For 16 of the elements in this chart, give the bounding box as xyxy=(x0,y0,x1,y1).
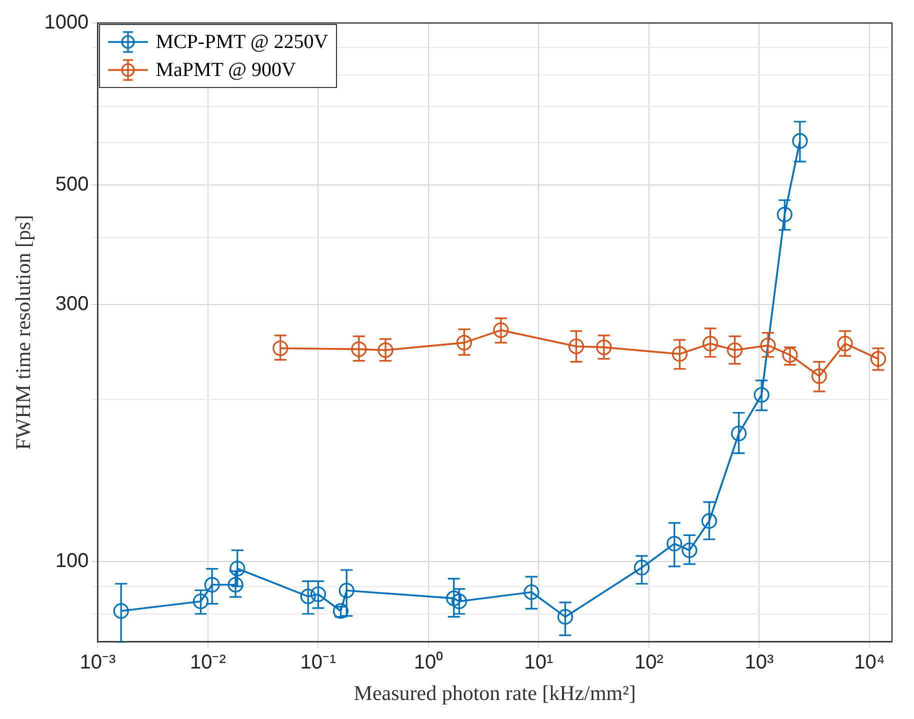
x-tick-label: 10² xyxy=(634,651,664,674)
y-tick-label: 100 xyxy=(55,550,89,572)
x-tick-label: 10⁻³ xyxy=(80,651,116,674)
x-tick-label: 10³ xyxy=(744,651,774,674)
y-tick-label: 300 xyxy=(55,293,89,316)
x-tick-label: 10¹ xyxy=(524,651,554,674)
y-tick-label: 500 xyxy=(55,174,89,196)
x-tick-label: 10⁴ xyxy=(854,651,885,674)
x-tick-label: 10⁰ xyxy=(414,650,444,674)
legend-label: MCP-PMT @ 2250V xyxy=(156,30,328,55)
x-axis-title: Measured photon rate [kHz/mm²] xyxy=(354,680,636,705)
legend-label: MaPMT @ 900V xyxy=(156,58,296,83)
x-tick-label: 10⁻² xyxy=(190,651,226,674)
y-tick-label: 1000 xyxy=(44,12,89,34)
x-tick-label: 10⁻¹ xyxy=(300,651,336,674)
y-axis-title: FWHM time resolution [ps] xyxy=(11,214,36,450)
